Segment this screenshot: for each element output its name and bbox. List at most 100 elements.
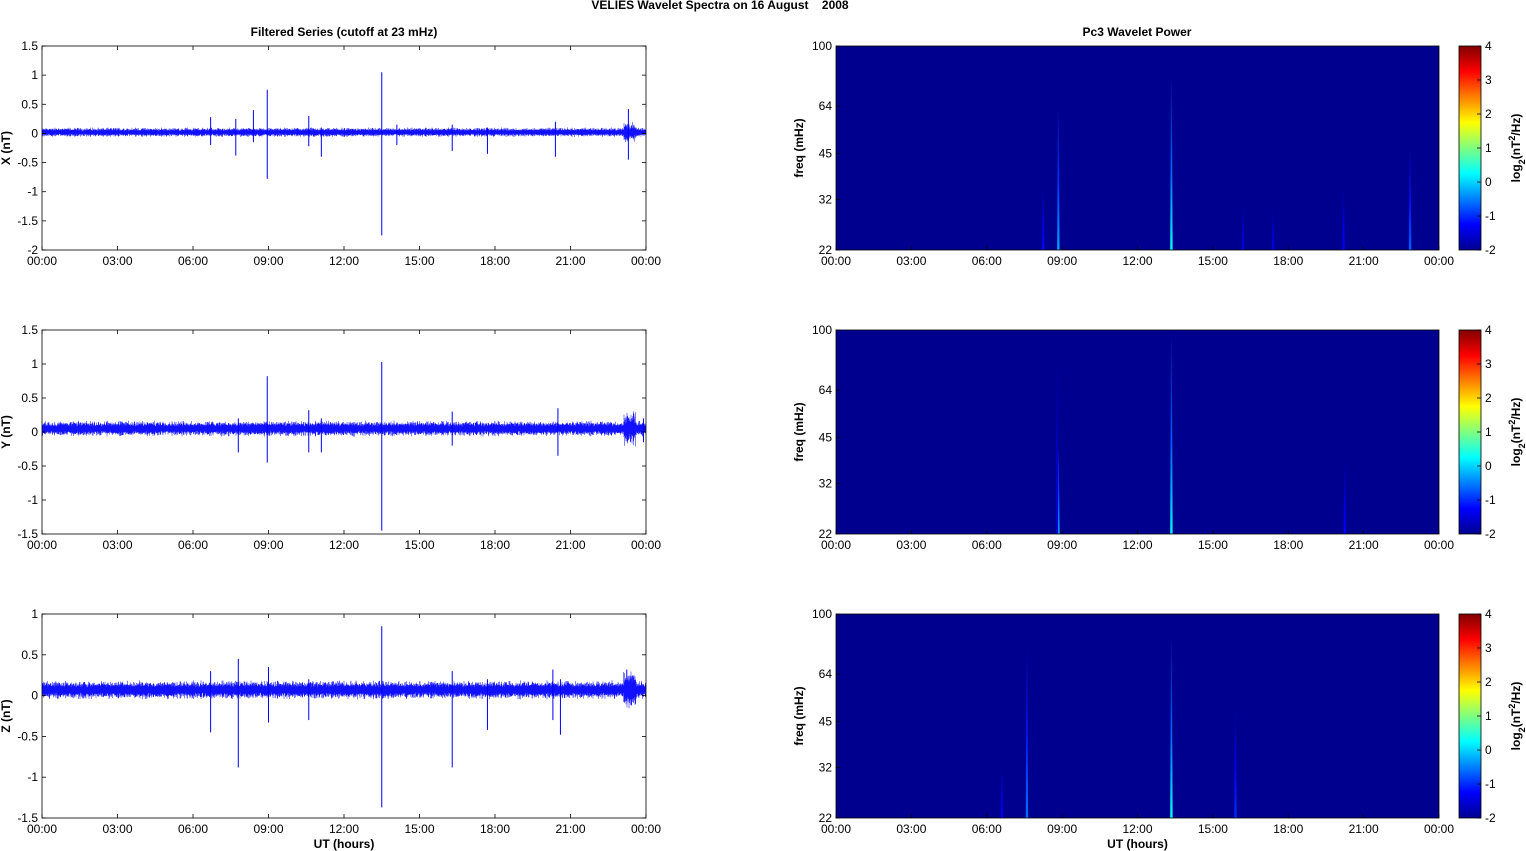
y-tick-label: 100 [812, 39, 832, 53]
power-streak-2 [1025, 644, 1029, 818]
x-tick-label: 12:00 [329, 538, 359, 552]
x-tick-label: 12:00 [329, 822, 359, 836]
y-tick-label: 64 [819, 383, 833, 397]
colorbar-tick-label: 4 [1485, 323, 1492, 337]
y-tick-label: 100 [812, 607, 832, 621]
x-tick-label: 03:00 [896, 822, 926, 836]
line-panel-1: 00:00 03:00 06:00 09:00 12:00 15:00 18:00 21:00… [0, 39, 661, 268]
y-axis-label: freq (mHz) [792, 686, 806, 745]
y-axis-label: freq (mHz) [792, 118, 806, 177]
x-tick-label: 06:00 [972, 538, 1002, 552]
x-tick-label: 09:00 [253, 822, 283, 836]
x-tick-label: 06:00 [972, 822, 1002, 836]
heatmap-features [1042, 76, 1412, 250]
power-streak-4 [1241, 208, 1245, 250]
colorbar-tick-label: -2 [1485, 243, 1496, 257]
heatmap-panel-1: 00:00 03:00 06:00 09:00 12:00 15:00 18:00 21:00… [792, 39, 1526, 268]
x-tick-label: 00:00 [631, 822, 661, 836]
plot-area [42, 46, 646, 250]
x-tick-label: 00:00 [821, 822, 851, 836]
y-tick-label: 64 [819, 99, 833, 113]
heatmap-panel-2: 00:00 03:00 06:00 09:00 12:00 15:00 18:00 21:00… [792, 323, 1526, 552]
x-tick-label: 00:00 [27, 254, 57, 268]
x-tick-label: 09:00 [1047, 254, 1077, 268]
colorbar-label-subscript: 2 [1517, 727, 1526, 732]
x-tick-label: 00:00 [821, 254, 851, 268]
y-tick-label: -1 [27, 185, 38, 199]
x-tick-label: 15:00 [1198, 538, 1228, 552]
series-z-trace [42, 626, 646, 808]
plot-area [42, 614, 646, 818]
y-axis-label: Y (nT) [0, 415, 13, 449]
y-tick-label: 32 [819, 193, 833, 207]
x-tick-label: 00:00 [631, 538, 661, 552]
x-tick-label: 00:00 [27, 822, 57, 836]
y-tick-label: -0.5 [17, 729, 38, 743]
series-y-trace [42, 361, 646, 531]
x-tick-label: 18:00 [480, 822, 510, 836]
x-tick-label: 12:00 [1122, 538, 1152, 552]
y-tick-label: 32 [819, 477, 833, 491]
x-tick-label: 09:00 [1047, 822, 1077, 836]
y-tick-label: 22 [819, 811, 833, 825]
y-tick-label: -1.5 [17, 214, 38, 228]
y-tick-label: 45 [819, 147, 833, 161]
colorbar-label-unit: (nT [1509, 424, 1523, 443]
colorbar-label: log2(nT2/Hz) [1507, 398, 1526, 467]
x-axis-label: UT (hours) [1107, 837, 1168, 851]
colorbar-tick-label: 2 [1485, 107, 1492, 121]
x-tick-label: 21:00 [1349, 254, 1379, 268]
y-tick-label: 64 [819, 667, 833, 681]
x-tick-label: 12:00 [1122, 822, 1152, 836]
power-streak-7 [1408, 147, 1412, 250]
y-tick-label: 1 [31, 68, 38, 82]
power-streak-5 [1271, 208, 1275, 250]
colorbar-label: log2(nT2/Hz) [1507, 682, 1526, 751]
y-tick-label: 22 [819, 527, 833, 541]
x-tick-label: 15:00 [1198, 254, 1228, 268]
power-streak-1 [1042, 187, 1045, 250]
colorbar-tick-label: -1 [1485, 493, 1496, 507]
y-tick-label: 100 [812, 323, 832, 337]
colorbar-tick-label: 4 [1485, 607, 1492, 621]
heatmap-background [836, 46, 1439, 250]
colorbar-tick-label: 2 [1485, 391, 1492, 405]
x-tick-label: 21:00 [555, 538, 585, 552]
y-tick-label: -1.5 [17, 811, 38, 825]
x-tick-label: 21:00 [1349, 822, 1379, 836]
colorbar-tick-label: -1 [1485, 209, 1496, 223]
colorbar-label-base: log [1509, 164, 1523, 182]
colorbar-label-superscript: 2 [1507, 704, 1517, 709]
power-streak-2 [1057, 104, 1060, 250]
colorbar-tick-label: 1 [1485, 141, 1492, 155]
x-tick-label: 06:00 [972, 254, 1002, 268]
series-noise-band [42, 411, 646, 447]
power-streak-3 [1170, 332, 1173, 534]
series-x-trace [42, 72, 646, 236]
y-tick-label: 0 [31, 425, 38, 439]
y-tick-label: -0.5 [17, 156, 38, 170]
x-tick-label: 18:00 [480, 254, 510, 268]
x-tick-label: 03:00 [102, 822, 132, 836]
colorbar-label-base: log [1509, 448, 1523, 466]
colorbar-tick-label: 0 [1485, 459, 1492, 473]
colorbar-tick-label: 3 [1485, 641, 1492, 655]
x-tick-label: 18:00 [480, 538, 510, 552]
heatmap-features [1055, 332, 1346, 534]
colorbar-tick-label: 4 [1485, 39, 1492, 53]
colorbar-tick-label: -2 [1485, 811, 1496, 825]
x-tick-label: 15:00 [404, 254, 434, 268]
colorbar-tick-label: 0 [1485, 175, 1492, 189]
x-tick-label: 18:00 [1273, 822, 1303, 836]
colorbar-label-unit-end: /Hz) [1509, 682, 1523, 704]
colorbar-tick-label: -2 [1485, 527, 1496, 541]
left-column-title: Filtered Series (cutoff at 23 mHz) [251, 25, 438, 39]
x-tick-label: 00:00 [1424, 254, 1454, 268]
power-streak-3 [1170, 635, 1173, 818]
x-tick-label: 03:00 [102, 254, 132, 268]
line-panel-3: 00:00 03:00 06:00 09:00 12:00 15:00 18:00 21:00… [0, 607, 661, 851]
x-tick-label: 12:00 [329, 254, 359, 268]
y-tick-label: 45 [819, 715, 833, 729]
colorbar-tick-label: 1 [1485, 709, 1492, 723]
